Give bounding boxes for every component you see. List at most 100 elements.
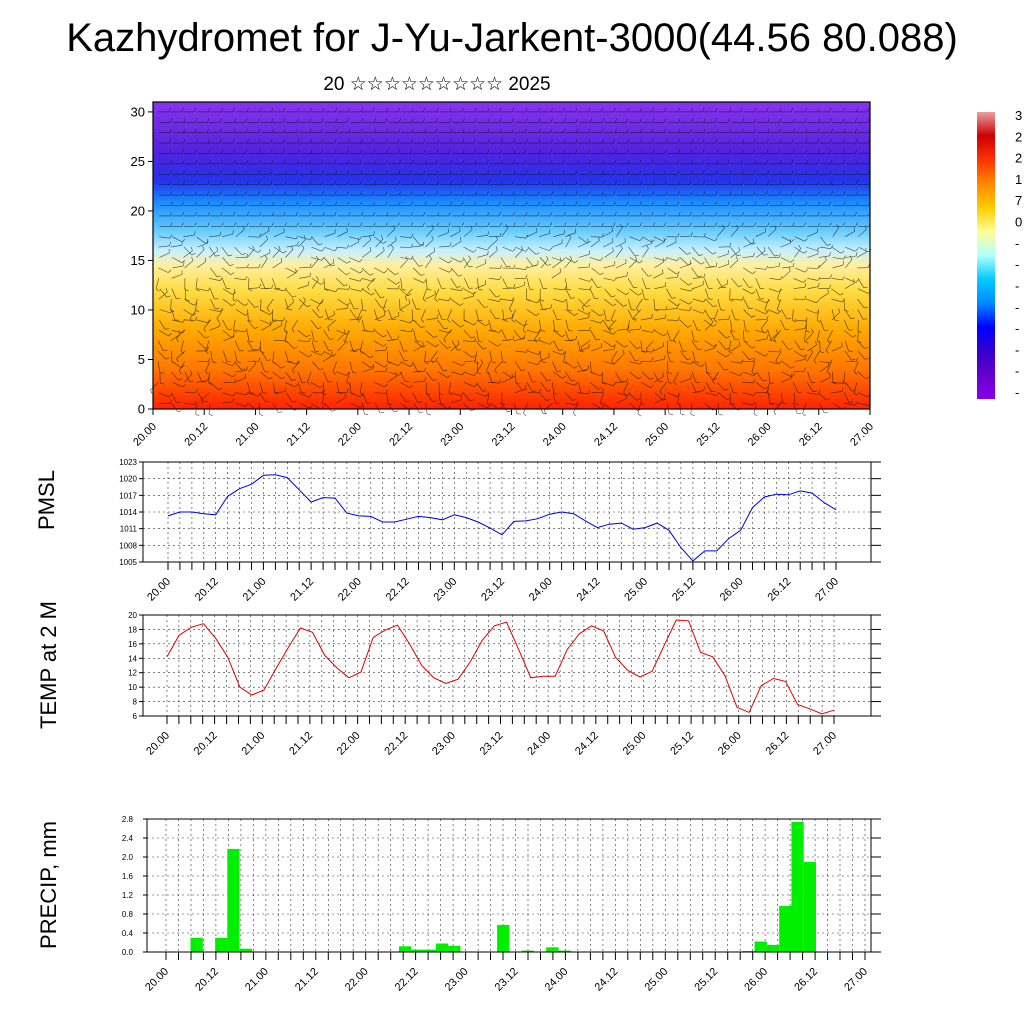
y-tick-label: 1023 (119, 458, 137, 467)
precip-bar (227, 848, 240, 952)
colorbar-label: - (1015, 321, 1019, 336)
x-tick-label: 25.12 (668, 730, 696, 758)
y-tick-label: 20 (128, 611, 137, 620)
precip-bar (423, 949, 436, 952)
precip-bar (190, 937, 203, 953)
y-tick-label: 10 (131, 302, 145, 317)
precip-bar (766, 944, 780, 952)
x-tick-label: 25.00 (643, 421, 671, 449)
precip-bar (399, 946, 412, 952)
precip-bar (448, 945, 461, 952)
main-title: Kazhydromet for J-Yu-Jarkent-3000(44.56 … (66, 16, 958, 60)
y-tick-label: 0.8 (122, 910, 134, 919)
y-tick-label: 10 (128, 683, 137, 692)
colorbar-label: - (1015, 257, 1019, 272)
precip-plot: 0.0 0.4 0.8 1.2 1.6 2.0 2.4 2.8 20.00 20.12 21.00 2… (122, 815, 881, 994)
y-tick-label: 0 (138, 402, 145, 417)
temp-grid (143, 614, 871, 717)
y-tick-label: 1011 (120, 525, 138, 534)
precip-bar (411, 949, 424, 952)
precip-bar (435, 943, 449, 952)
x-tick-label: 24.12 (573, 730, 601, 758)
x-tick-label: 26.00 (742, 966, 770, 994)
y-tick-label: 15 (131, 253, 145, 268)
x-tick-label: 27.00 (813, 576, 841, 604)
x-tick-label: 25.00 (642, 966, 670, 994)
x-tick-label: 23.12 (493, 966, 521, 994)
x-tick-label: 24.12 (593, 966, 621, 994)
y-tick-label: 2.0 (122, 853, 134, 862)
x-tick-label: 25.00 (621, 730, 649, 758)
colorbar-label: 1 (1015, 172, 1022, 187)
pmsl-frame (142, 461, 872, 563)
temp-frame (142, 614, 872, 717)
x-tick-label: 20.00 (144, 730, 172, 758)
precip-bar (754, 941, 767, 952)
y-tick-label: 25 (131, 154, 145, 169)
colorbar: 3 2 2 1 7 0 - - - - - - - - (977, 108, 1022, 400)
x-tick-label: 25.12 (670, 576, 698, 604)
y-tick-label: 0.4 (122, 929, 134, 938)
x-tick-label: 21.00 (243, 966, 271, 994)
x-tick-label: 24.00 (525, 730, 553, 758)
y-tick-label: 1008 (119, 541, 137, 550)
y-tick-label: 16 (128, 640, 137, 649)
x-tick-label: 24.00 (527, 576, 555, 604)
precip-bar (521, 950, 534, 952)
colorbar-label: - (1015, 342, 1019, 357)
x-tick-label: 25.12 (692, 966, 720, 994)
colorbar-label: - (1015, 385, 1019, 400)
y-tick-label: 18 (128, 625, 137, 634)
precip-bar (215, 937, 228, 953)
chart-subtitle: 20 ☆☆☆☆☆☆☆☆☆ 2025 (323, 74, 551, 95)
y-tick-label: 1.6 (122, 872, 134, 881)
colorbar-label: - (1015, 300, 1019, 315)
x-tick-label: 23.12 (490, 421, 518, 449)
x-tick-label: 22.12 (382, 730, 410, 758)
precip-bar (239, 948, 252, 952)
y-tick-label: 5 (138, 352, 145, 367)
x-tick-label: 26.00 (716, 730, 744, 758)
y-tick-label: 8 (133, 698, 138, 707)
y-tick-label: 30 (131, 104, 145, 119)
x-tick-label: 27.00 (842, 966, 870, 994)
temp-plot: 6 8 10 12 14 16 18 20 20.00 20.12 21.00 21.12 22.00 2… (128, 611, 881, 758)
x-tick-label: 22.12 (393, 966, 421, 994)
x-tick-label: 24.00 (541, 421, 569, 449)
x-tick-label: 20.00 (131, 421, 159, 449)
precip-bar (546, 947, 559, 953)
x-tick-label: 21.12 (293, 966, 321, 994)
x-tick-label: 27.00 (848, 421, 876, 449)
colorbar-label: - (1015, 278, 1019, 293)
colorbar-label: 2 (1015, 129, 1022, 144)
y-tick-label: 1020 (119, 475, 137, 484)
x-tick-label: 27.00 (811, 730, 839, 758)
x-tick-label: 22.00 (336, 421, 364, 449)
x-tick-label: 24.12 (592, 421, 620, 449)
pmsl-plot: 1005 1008 1011 1014 1017 1020 1023 20.00 20.12 21… (119, 458, 881, 604)
x-tick-label: 25.12 (695, 421, 723, 449)
x-tick-label: 22.00 (336, 576, 364, 604)
x-tick-label: 26.00 (718, 576, 746, 604)
x-tick-label: 24.00 (543, 966, 571, 994)
precip-bar (497, 924, 510, 952)
x-tick-label: 26.12 (797, 421, 825, 449)
x-tick-label: 24.12 (575, 576, 603, 604)
x-tick-label: 21.00 (239, 730, 267, 758)
x-tick-label: 22.00 (343, 966, 371, 994)
colorbar-label: - (1015, 364, 1019, 379)
precip-bar (791, 821, 804, 952)
precip-bar (558, 950, 571, 952)
precip-frame (146, 818, 872, 953)
x-tick-label: 23.12 (478, 730, 506, 758)
pmsl-series-line (167, 474, 837, 562)
x-tick-label: 23.00 (430, 730, 458, 758)
x-tick-label: 23.00 (431, 576, 459, 604)
x-tick-label: 23.00 (443, 966, 471, 994)
y-tick-label: 6 (133, 712, 138, 721)
colorbar-label: 0 (1015, 215, 1022, 230)
colorbar-label: 7 (1015, 193, 1022, 208)
y-tick-label: 1014 (119, 508, 137, 517)
x-tick-label: 25.00 (622, 576, 650, 604)
